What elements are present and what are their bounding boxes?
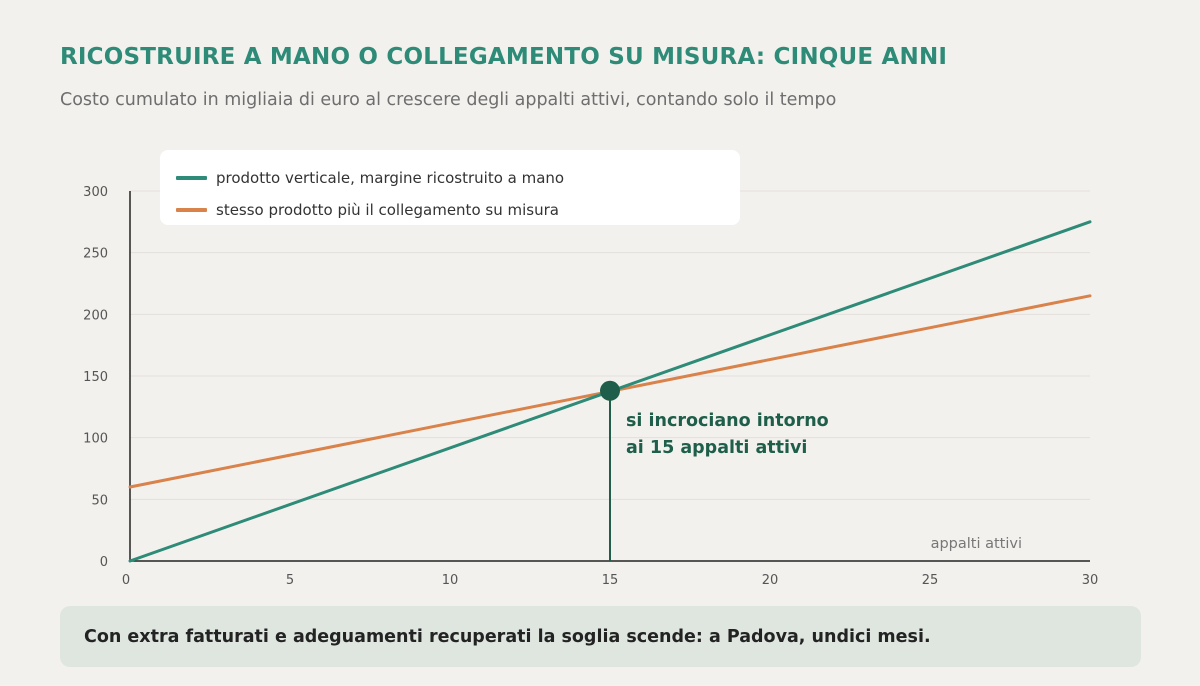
y-tick-label-300: 300 [83,185,108,200]
legend-label-custom-link: stesso prodotto più il collegamento su m… [216,201,559,219]
footer-note: Con extra fatturati e adeguamenti recupe… [84,626,931,647]
x-axis-label: appalti attivi [931,536,1022,552]
y-tick-label-0: 0 [100,555,108,570]
intersection-point [600,380,620,401]
x-tick-label-30: 30 [1082,573,1099,588]
annotation-line-1: ai 15 appalti attivi [626,438,807,458]
y-tick-label-100: 100 [83,432,108,447]
y-tick-label-150: 150 [83,370,108,385]
legend-swatch-custom-link [176,208,207,212]
x-tick-label-5: 5 [286,573,294,588]
x-tick-label-25: 25 [922,573,939,588]
chart-legend: prodotto verticale, margine ricostruito … [160,150,740,225]
x-tick-label-10: 10 [442,573,459,588]
x-tick-label-20: 20 [762,573,779,588]
x-tick-label-15: 15 [602,573,619,588]
footer-note-box: Con extra fatturati e adeguamenti recupe… [60,606,1141,667]
y-tick-label-250: 250 [83,247,108,262]
legend-label-manual: prodotto verticale, margine ricostruito … [216,169,565,187]
legend-item-manual: prodotto verticale, margine ricostruito … [176,162,740,194]
legend-swatch-manual [176,176,207,180]
y-tick-label-50: 50 [91,493,108,508]
x-tick-label-0: 0 [122,573,130,588]
legend-item-custom-link: stesso prodotto più il collegamento su m… [176,194,740,226]
chart-title: RICOSTRUIRE A MANO O COLLEGAMENTO SU MIS… [60,44,948,70]
y-tick-label-200: 200 [83,308,108,323]
chart-subtitle: Costo cumulato in migliaia di euro al cr… [60,90,837,110]
annotation-line-0: si incrociano intorno [626,411,829,431]
